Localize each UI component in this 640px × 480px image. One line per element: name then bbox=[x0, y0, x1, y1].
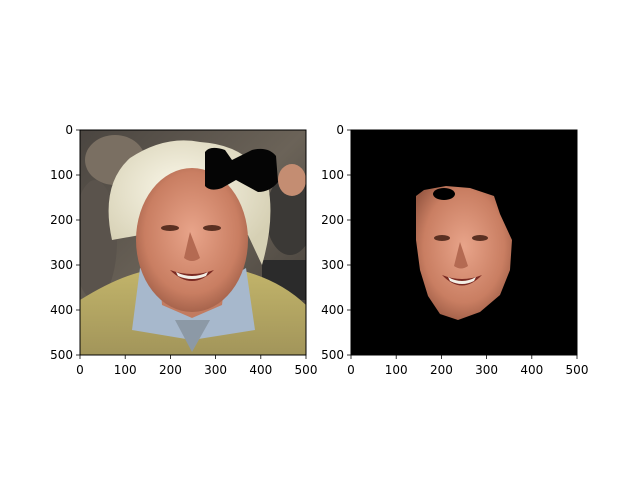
y-tick-label: 100 bbox=[50, 168, 73, 182]
x-tick-label: 300 bbox=[475, 363, 498, 377]
y-tick-label: 500 bbox=[321, 348, 344, 362]
x-tick-label: 0 bbox=[347, 363, 355, 377]
y-tick-label: 200 bbox=[321, 213, 344, 227]
y-tick-label: 400 bbox=[321, 303, 344, 317]
x-tick-label: 200 bbox=[430, 363, 453, 377]
x-tick-label: 400 bbox=[520, 363, 543, 377]
y-tick-label: 300 bbox=[50, 258, 73, 272]
left-image bbox=[80, 130, 306, 355]
x-tick-label: 100 bbox=[114, 363, 137, 377]
y-tick-label: 300 bbox=[321, 258, 344, 272]
left-axes-frame bbox=[79, 129, 307, 356]
x-tick-label: 500 bbox=[566, 363, 589, 377]
x-tick-label: 400 bbox=[249, 363, 272, 377]
y-tick-label: 0 bbox=[65, 123, 73, 137]
y-tick-label: 200 bbox=[50, 213, 73, 227]
x-tick-label: 0 bbox=[76, 363, 84, 377]
x-tick-label: 500 bbox=[295, 363, 318, 377]
right-image bbox=[351, 130, 577, 355]
y-tick-label: 0 bbox=[336, 123, 344, 137]
y-tick-label: 500 bbox=[50, 348, 73, 362]
x-tick-label: 200 bbox=[159, 363, 182, 377]
y-tick-label: 400 bbox=[50, 303, 73, 317]
right-axes-frame bbox=[350, 129, 578, 356]
x-tick-label: 300 bbox=[204, 363, 227, 377]
x-tick-label: 100 bbox=[385, 363, 408, 377]
y-tick-label: 100 bbox=[321, 168, 344, 182]
